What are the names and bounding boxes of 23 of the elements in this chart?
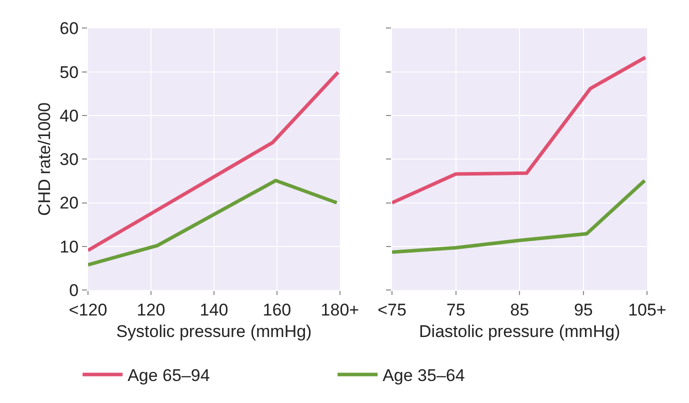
- x-tick-label: <75: [378, 300, 406, 320]
- legend-label: Age 35–64: [382, 366, 465, 386]
- x-tick-label: 75: [446, 300, 466, 320]
- x-tick-label: 85: [510, 300, 530, 320]
- y-axis-title: CHD rate/1000: [35, 102, 54, 216]
- x-tick-label: <120: [68, 300, 108, 320]
- y-tick-label: 60: [60, 19, 79, 38]
- y-tick-label: 10: [60, 237, 79, 256]
- x-tick-label: 160: [262, 300, 292, 320]
- x-tick-label: 180+: [320, 300, 360, 320]
- line-series: [88, 178, 339, 267]
- y-tick-label: 40: [60, 106, 79, 126]
- y-tick-label: 30: [60, 150, 79, 170]
- x-tick-label: 95: [574, 300, 593, 320]
- x-tick-label: 140: [200, 300, 228, 320]
- x-tick-label: 120: [136, 300, 166, 320]
- legend-label: Age 65–94: [128, 366, 210, 386]
- x-axis-title: Diastolic pressure (mmHg): [419, 322, 620, 341]
- y-tick-label: 50: [60, 62, 79, 82]
- y-tick-label: 20: [60, 194, 79, 213]
- x-tick-label: 105+: [628, 300, 666, 320]
- y-tick-label: 0: [69, 281, 79, 300]
- x-axis-title: Systolic pressure (mmHg): [116, 322, 312, 341]
